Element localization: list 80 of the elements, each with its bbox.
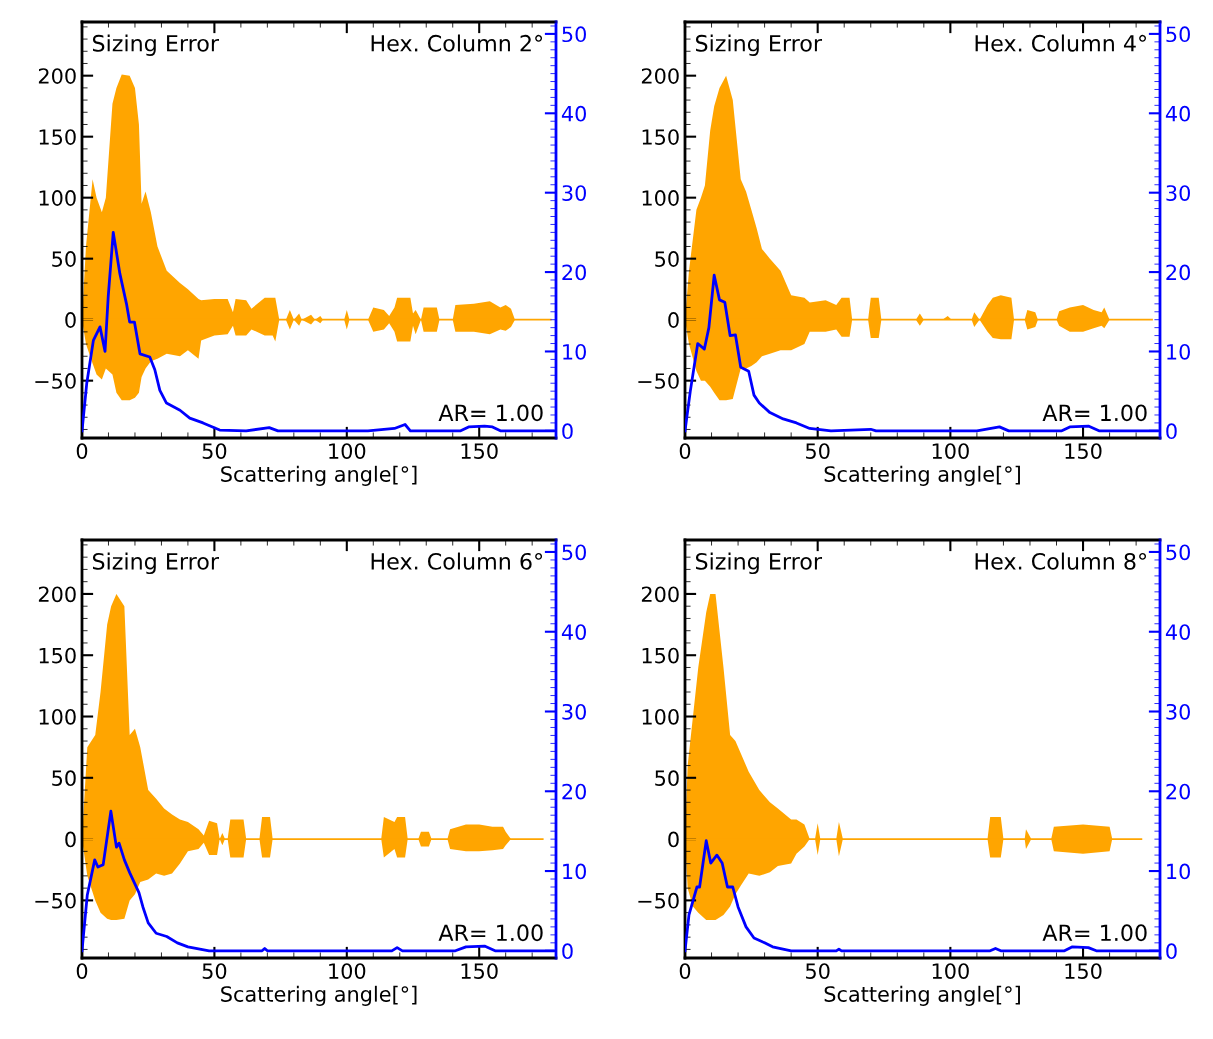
y2-tick-label: 20 [1166, 783, 1190, 800]
annotation: AR= 1.00 [1042, 924, 1147, 942]
y2-tick-label: 40 [1165, 105, 1190, 122]
annotation: AR= 1.00 [438, 924, 543, 942]
y-tick-label: −50 [35, 373, 76, 389]
y2-tick-label: 0 [562, 423, 573, 440]
x-tick-label: 50 [806, 963, 830, 979]
annotation: Sizing Error [695, 552, 823, 575]
annotation: Hex. Column 2° [371, 34, 543, 52]
y2-tick-label: 50 [1166, 544, 1190, 561]
y-tick-label: 200 [641, 586, 679, 603]
y-tick-label: −50 [35, 892, 76, 909]
y-tick-label: 0 [668, 831, 679, 848]
annotation: Hex. Column 8° [975, 552, 1147, 570]
y2-tick-label: 20 [1166, 264, 1190, 281]
annotation: AR= 1.00 [438, 404, 543, 422]
x-tick-label: 0 [679, 963, 691, 979]
y-tick-label: 50 [52, 251, 76, 267]
y-tick-label: 50 [655, 770, 679, 787]
y2-tick-label: 50 [1166, 26, 1190, 43]
x-axis-title: Scattering angle[°] [824, 985, 1020, 1006]
y2-tick-label: 10 [1167, 863, 1190, 880]
y-tick-label: −50 [638, 373, 679, 389]
y-tick-label: 100 [642, 190, 679, 206]
annotation: Hex. Column 4° [975, 34, 1147, 52]
annotation: Sizing Error [92, 34, 220, 56]
x-tick-label: 0 [76, 963, 88, 979]
y-tick-label: 0 [65, 312, 76, 328]
y-tick-label: 100 [39, 190, 76, 206]
annotation: Sizing Error [695, 34, 823, 56]
y-tick-label: 150 [39, 129, 76, 145]
x-tick-label: 100 [932, 963, 969, 979]
y2-tick-label: 40 [1165, 624, 1190, 640]
y-tick-label: 150 [642, 129, 679, 145]
y2-tick-label: 30 [1166, 185, 1190, 201]
y2-tick-label: 10 [563, 343, 586, 360]
y2-tick-label: 40 [561, 624, 586, 640]
x-axis-title: Scattering angle[°] [221, 985, 417, 1006]
y-tick-label: 200 [38, 68, 76, 84]
y2-tick-label: 0 [562, 943, 573, 960]
y2-tick-label: 10 [563, 863, 586, 880]
y2-tick-label: 0 [1166, 423, 1177, 440]
y2-tick-label: 50 [562, 26, 586, 43]
y2-tick-label: 30 [562, 185, 586, 201]
x-tick-label: 150 [1065, 963, 1102, 979]
x-tick-label: 100 [329, 963, 366, 979]
y2-tick-label: 20 [562, 264, 586, 281]
annotation: Sizing Error [92, 552, 220, 575]
annotation: Hex. Column 6° [371, 552, 543, 570]
x-tick-label: 0 [679, 443, 691, 459]
x-tick-label: 0 [76, 443, 88, 459]
y-tick-label: 200 [38, 586, 76, 603]
y2-tick-label: 0 [1166, 943, 1177, 960]
x-tick-label: 150 [461, 963, 498, 979]
y2-tick-label: 30 [562, 703, 586, 720]
x-tick-label: 100 [932, 443, 969, 459]
y2-tick-label: 20 [562, 783, 586, 800]
x-tick-label: 100 [329, 443, 366, 459]
y-tick-label: 0 [65, 831, 76, 848]
y-tick-label: −50 [638, 892, 679, 909]
y-tick-label: 50 [52, 770, 76, 787]
y-tick-label: 150 [39, 647, 76, 664]
y-tick-label: 100 [642, 708, 679, 725]
y-tick-label: 0 [668, 312, 679, 328]
y2-tick-label: 30 [1166, 703, 1190, 720]
y2-tick-label: 10 [1167, 343, 1190, 360]
y-tick-label: 50 [655, 251, 679, 267]
x-tick-label: 50 [202, 963, 227, 979]
x-tick-label: 150 [1065, 443, 1102, 459]
x-axis-title: Scattering angle[°] [824, 465, 1020, 486]
x-tick-label: 50 [806, 443, 830, 459]
y-tick-label: 100 [39, 708, 76, 725]
x-tick-label: 50 [202, 443, 227, 459]
y2-tick-label: 50 [562, 544, 586, 561]
y-tick-label: 200 [641, 68, 679, 84]
y-tick-label: 150 [642, 647, 679, 664]
annotation: AR= 1.00 [1042, 404, 1147, 422]
y2-tick-label: 40 [561, 105, 586, 122]
x-tick-label: 150 [461, 443, 498, 459]
x-axis-title: Scattering angle[°] [221, 465, 417, 486]
